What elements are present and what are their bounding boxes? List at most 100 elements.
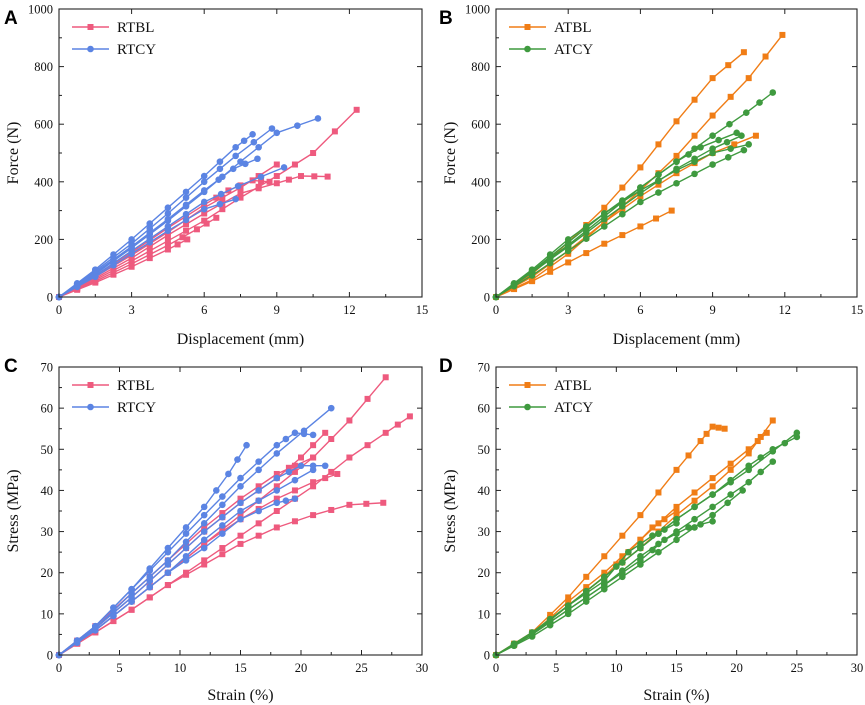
data-point (73, 639, 81, 646)
legend-item-rtcy: RTCY (72, 42, 156, 58)
x-tick-label: 0 (56, 303, 62, 317)
legend-marker (87, 382, 94, 388)
data-point (164, 215, 172, 223)
data-point (255, 487, 262, 494)
series-group (492, 417, 801, 659)
legend: ATBL ATCY (509, 378, 593, 416)
data-point (322, 475, 329, 482)
data-point (547, 611, 554, 618)
data-point (739, 487, 746, 494)
data-point (164, 246, 171, 253)
legend-item-atcy: ATCY (509, 42, 593, 58)
data-point (217, 190, 225, 198)
data-point (625, 548, 632, 556)
legend-item-atbl: ATBL (509, 378, 592, 394)
data-point (745, 446, 752, 453)
data-point (346, 454, 353, 461)
data-point (146, 247, 153, 254)
data-point (201, 561, 208, 568)
data-point (709, 161, 716, 168)
data-point (237, 532, 244, 539)
data-point (781, 439, 789, 447)
data-point (619, 184, 626, 191)
data-point (146, 220, 154, 227)
data-point (282, 497, 290, 505)
data-point (213, 194, 220, 201)
data-point (164, 242, 171, 249)
x-tick-label: 20 (295, 661, 308, 675)
data-point (673, 179, 680, 187)
data-point (733, 129, 740, 137)
data-point (601, 240, 608, 247)
data-point (255, 185, 262, 192)
y-tick-label: 1000 (28, 3, 53, 17)
data-point (619, 210, 626, 218)
data-point (201, 524, 208, 531)
data-point (328, 468, 335, 475)
x-tick-label: 5 (553, 661, 559, 675)
data-point (164, 548, 172, 556)
data-point (779, 31, 786, 38)
data-point (285, 468, 293, 476)
data-point (346, 501, 353, 508)
data-point (673, 166, 680, 174)
data-point (182, 194, 190, 201)
data-point (762, 53, 769, 60)
data-point (583, 584, 590, 591)
data-point (328, 436, 335, 442)
data-point (637, 223, 644, 230)
data-point (649, 532, 656, 539)
data-point (725, 62, 732, 69)
series-rtcy-11 (55, 195, 239, 301)
data-point (183, 571, 190, 578)
data-point (146, 577, 154, 585)
data-point (225, 470, 232, 478)
data-point (745, 141, 752, 148)
data-point (691, 158, 698, 165)
data-point (406, 413, 413, 420)
data-point (183, 227, 190, 234)
data-point (691, 503, 698, 511)
x-tick-label: 25 (355, 661, 368, 675)
x-tick-label: 15 (234, 661, 247, 675)
data-point (709, 75, 716, 82)
series-atcy-9 (492, 520, 680, 659)
data-point (258, 178, 265, 185)
x-tick-label: 12 (343, 303, 356, 317)
data-point (752, 132, 759, 139)
data-point (637, 536, 644, 543)
legend-item-rtbl: RTBL (72, 378, 154, 394)
data-point (769, 458, 777, 465)
data-point (216, 158, 224, 165)
data-point (182, 201, 190, 209)
y-tick-label: 0 (484, 649, 490, 663)
data-point (382, 374, 389, 381)
data-point (673, 118, 680, 125)
data-point (331, 128, 338, 135)
data-point (164, 561, 172, 568)
legend-label: RTCY (117, 400, 156, 416)
data-point (182, 188, 190, 196)
x-tick-label: 0 (56, 661, 62, 675)
data-point (291, 495, 299, 502)
legend-marker (87, 45, 94, 53)
series-rtcy-11 (55, 495, 299, 659)
data-point (310, 442, 317, 449)
data-point (146, 255, 153, 262)
data-point (237, 499, 244, 507)
data-point (601, 569, 608, 576)
data-point (285, 176, 292, 183)
data-point (310, 479, 317, 486)
data-point (363, 500, 370, 507)
data-point (673, 520, 680, 527)
legend-marker (524, 24, 531, 30)
data-point (727, 476, 734, 484)
data-point (619, 532, 626, 539)
data-point (201, 540, 208, 547)
data-point (110, 251, 117, 258)
y-tick-label: 0 (47, 291, 53, 305)
x-axis-title: Displacement (mm) (177, 331, 305, 348)
data-point (726, 120, 733, 128)
